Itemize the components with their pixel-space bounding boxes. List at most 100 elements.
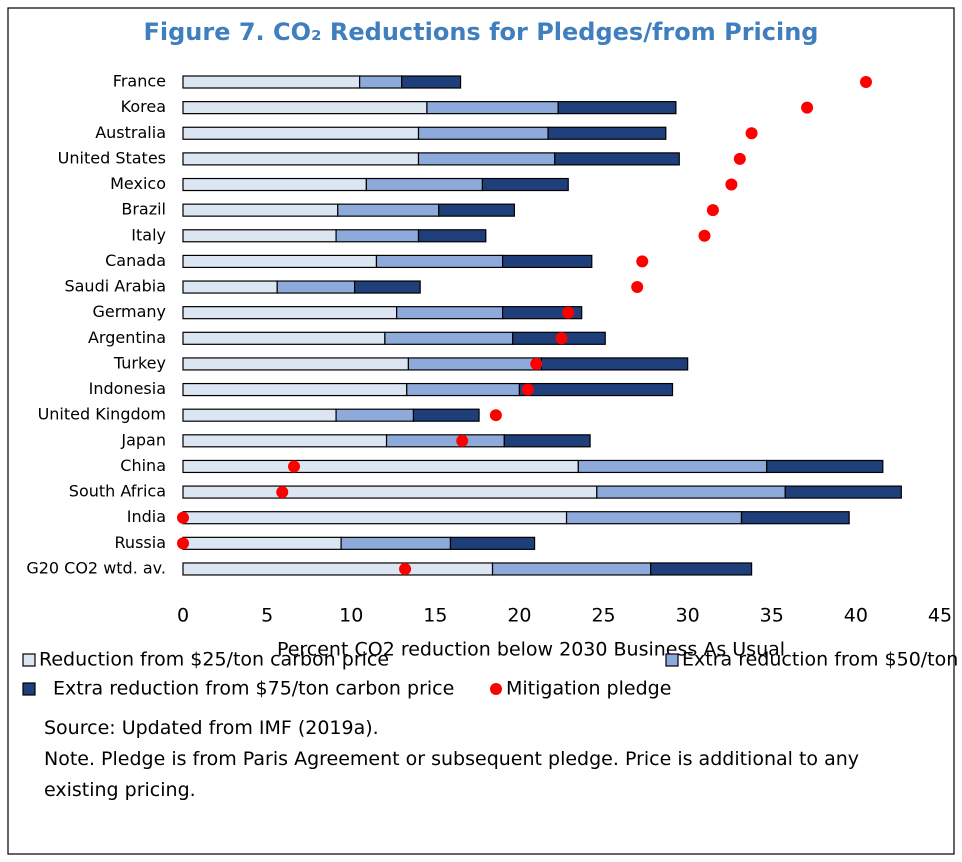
bar-segment [335, 229, 420, 243]
bar-segment [182, 382, 408, 397]
x-tick-label: 10 [339, 605, 363, 627]
pledge-dot [859, 76, 872, 88]
pledge-dot [456, 434, 469, 447]
pledge-dot [733, 152, 746, 165]
bar-segment [365, 177, 484, 192]
y-tick-label: Canada [105, 251, 166, 270]
y-tick-label: China [120, 456, 166, 475]
bar-segment [449, 536, 536, 550]
bar-segment [375, 254, 504, 269]
bar-segment [385, 434, 505, 448]
bar-segment [547, 126, 667, 140]
bar-segment [340, 536, 452, 550]
y-tick-label: G20 CO2 wtd. av. [26, 558, 166, 577]
bar-segment [577, 459, 768, 474]
y-tick-label: Saudi Arabia [64, 277, 166, 296]
pledge-dot [177, 537, 189, 550]
bar-segment [491, 562, 652, 576]
y-tick-label: Turkey [113, 353, 166, 372]
bar-segment [182, 306, 398, 320]
bar-segment [554, 152, 680, 166]
bar-segment [182, 511, 568, 525]
pledge-dot [745, 127, 758, 140]
bar-segment [650, 562, 753, 576]
x-tick-label: 5 [261, 605, 273, 627]
legend-marker [665, 653, 679, 667]
bar-segment [740, 511, 850, 525]
bar-segment [565, 511, 743, 525]
legend-marker [22, 682, 36, 696]
bar-segment [337, 203, 440, 217]
x-tick-label: 40 [844, 605, 868, 627]
bar-segment [396, 306, 504, 320]
x-tick-label: 25 [591, 605, 615, 627]
bar-segment [596, 485, 786, 499]
bar-segment [182, 229, 337, 243]
x-axis-title: Percent CO2 reduction below 2030 Busines… [277, 639, 785, 661]
bar-segment [182, 357, 410, 371]
bar-segment [417, 126, 549, 140]
bar-segment [182, 177, 367, 192]
x-tick-label: 45 [928, 605, 952, 627]
x-tick-label: 30 [676, 605, 700, 627]
bar-segment [182, 331, 386, 345]
pledge-dot [631, 281, 644, 294]
x-tick-label: 0 [177, 605, 189, 627]
bar-segment [182, 101, 428, 115]
pledge-dot [636, 255, 649, 268]
x-tick-label: 35 [760, 605, 784, 627]
frame [7, 7, 955, 855]
bar-segment [182, 254, 378, 269]
y-tick-label: Russia [115, 533, 166, 552]
pledge-dot [555, 332, 568, 345]
bar-segment [406, 382, 521, 397]
x-tick-label: 20 [507, 605, 531, 627]
pledge-dot [706, 204, 719, 217]
bar-segment [481, 177, 569, 192]
bar-segment [401, 75, 462, 89]
bar-segment [182, 459, 579, 474]
bar-segment [417, 229, 487, 243]
bar-segment [182, 536, 342, 550]
y-tick-label: Italy [131, 225, 166, 244]
y-tick-label: Brazil [121, 200, 166, 219]
bar-segment [182, 485, 598, 499]
legend-label: Extra reduction from $50/ton carbon pric… [682, 649, 962, 671]
pledge-dot [489, 409, 502, 422]
y-tick-label: Korea [121, 97, 166, 116]
pledge-dot [725, 178, 738, 191]
pledge-dot [399, 562, 412, 575]
bar-segment [182, 203, 339, 217]
pledge-dot [177, 511, 189, 524]
bar-segment [182, 434, 388, 448]
bar-segment [353, 280, 421, 294]
bar-segment [407, 357, 542, 371]
legend-marker [22, 653, 36, 667]
legend-label: Extra reduction from $75/ton carbon pric… [53, 678, 454, 700]
x-tick-label: 15 [423, 605, 447, 627]
bar-segment [182, 75, 361, 89]
bar-segment [502, 306, 583, 320]
pledge-dot [530, 357, 543, 370]
legend-marker [490, 683, 502, 695]
pledge-dot [276, 486, 289, 499]
y-tick-label: Australia [95, 123, 166, 142]
y-tick-label: Indonesia [89, 379, 166, 398]
bar-segment [276, 280, 356, 294]
legend-label: Reduction from $25/ton carbon price [39, 649, 389, 671]
chart-title: Figure 7. CO₂ Reductions for Pledges/fro… [144, 18, 819, 46]
bar-segment [359, 75, 403, 89]
y-tick-label: South Africa [69, 482, 166, 501]
note: Note. Pledge is from Paris Agreement or … [44, 748, 859, 801]
pledge-dot [521, 383, 534, 396]
bar-segment [438, 203, 515, 217]
source: Source: Updated from IMF (2019a). [44, 717, 379, 739]
bar-segment [417, 152, 556, 166]
y-tick-label: United Kingdom [38, 405, 166, 424]
bar-segment [182, 152, 420, 166]
bar-segment [182, 280, 278, 294]
bar-segment [502, 254, 593, 269]
bar-segment [182, 562, 494, 576]
